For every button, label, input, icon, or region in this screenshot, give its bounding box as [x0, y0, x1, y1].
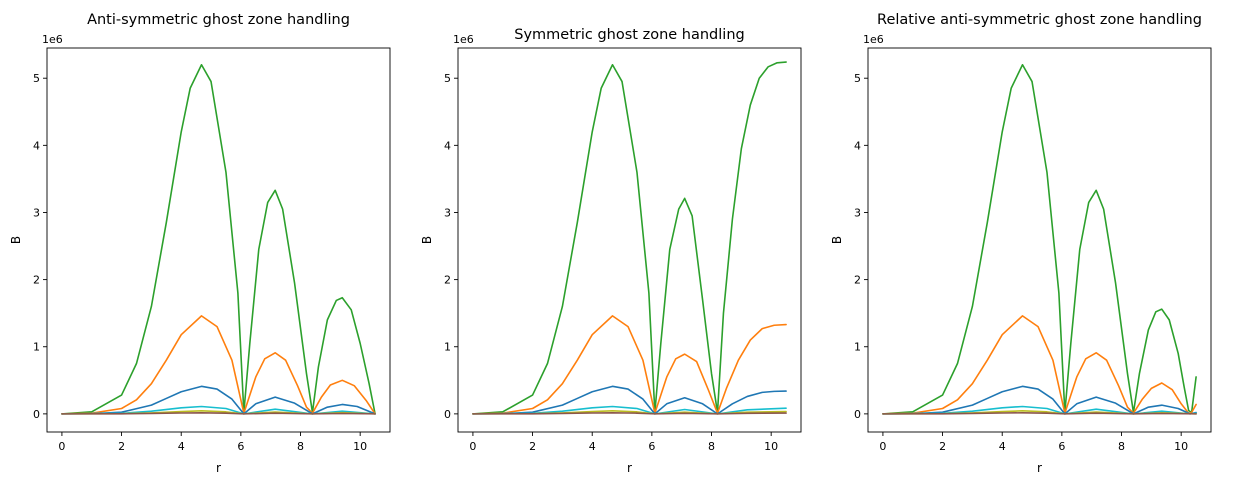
y-offset-text: 1e6	[42, 33, 63, 46]
series-group	[61, 63, 376, 415]
y-axis-label: B	[830, 236, 844, 244]
series-line-6	[882, 412, 1197, 415]
y-tick-label: 2	[854, 274, 861, 287]
y-tick-label: 3	[444, 206, 451, 219]
x-tick-label: 2	[118, 440, 125, 453]
series-line-2	[882, 315, 1197, 415]
y-axis-label: B	[9, 236, 23, 244]
series-group	[472, 61, 787, 415]
x-tick-label: 2	[529, 440, 536, 453]
x-tick-label: 6	[1058, 440, 1065, 453]
y-axis-label: B	[420, 236, 434, 244]
x-tick-label: 0	[58, 440, 65, 453]
y-tick-label: 3	[854, 206, 861, 219]
y-tick-label: 1	[33, 341, 40, 354]
chart-panel-2: 0 2 4 6 8 10 0 1 2 3 4 5 1e6 Symmetric ghost zone han…	[420, 27, 802, 475]
series-line-4	[882, 405, 1197, 415]
series-line-6	[472, 412, 787, 415]
x-tick-label: 6	[237, 440, 244, 453]
series-line-3	[61, 385, 376, 415]
y-tick-label: 5	[33, 72, 40, 85]
x-tick-label: 6	[648, 440, 655, 453]
y-tick-label: 2	[33, 274, 40, 287]
y-tick-label: 1	[444, 341, 451, 354]
x-tick-label: 10	[764, 440, 778, 453]
x-tick-label: 8	[1118, 440, 1125, 453]
y-tick-label: 0	[854, 408, 861, 421]
y-tick-label: 5	[854, 72, 861, 85]
y-tick-label: 0	[444, 408, 451, 421]
chart-title: Symmetric ghost zone handling	[514, 27, 744, 43]
series-line-1	[472, 61, 787, 415]
chart-title: Relative anti-symmetric ghost zone handl…	[877, 12, 1202, 28]
y-tick-label: 4	[33, 139, 40, 152]
x-axis-label: r	[627, 461, 632, 475]
series-line-2	[61, 315, 376, 415]
x-tick-label: 4	[589, 440, 596, 453]
y-tick-label: 0	[33, 408, 40, 421]
axes-frame	[867, 47, 1212, 433]
series-line-1	[882, 63, 1197, 415]
y-tick-label: 5	[444, 72, 451, 85]
axes-frame	[457, 47, 802, 433]
series-line-2	[472, 315, 787, 415]
x-tick-label: 4	[999, 440, 1006, 453]
axes-frame	[46, 47, 391, 433]
x-tick-label: 4	[178, 440, 185, 453]
chart-panel-1: 0 2 4 6 8 10 0 1 2 3 4 5 1e6 Anti-symmetric ghost zon…	[9, 12, 391, 475]
chart-panel-3: 0 2 4 6 8 10 0 1 2 3 4 5 1e6 Relative anti-symmetric …	[830, 12, 1212, 475]
y-offset-text: 1e6	[453, 33, 474, 46]
x-axis-label: r	[1037, 461, 1042, 475]
x-axis-label: r	[216, 461, 221, 475]
y-tick-label: 4	[444, 139, 451, 152]
x-tick-label: 8	[297, 440, 304, 453]
chart-title: Anti-symmetric ghost zone handling	[87, 12, 350, 28]
y-tick-label: 2	[444, 274, 451, 287]
y-offset-text: 1e6	[863, 33, 884, 46]
x-tick-label: 0	[469, 440, 476, 453]
x-tick-label: 0	[879, 440, 886, 453]
series-group	[882, 63, 1197, 415]
series-line-1	[61, 63, 376, 415]
y-tick-label: 1	[854, 341, 861, 354]
y-tick-label: 4	[854, 139, 861, 152]
x-tick-label: 10	[353, 440, 367, 453]
y-tick-label: 3	[33, 206, 40, 219]
x-tick-label: 2	[939, 440, 946, 453]
series-line-6	[61, 412, 376, 415]
x-tick-label: 10	[1174, 440, 1188, 453]
x-tick-label: 8	[708, 440, 715, 453]
